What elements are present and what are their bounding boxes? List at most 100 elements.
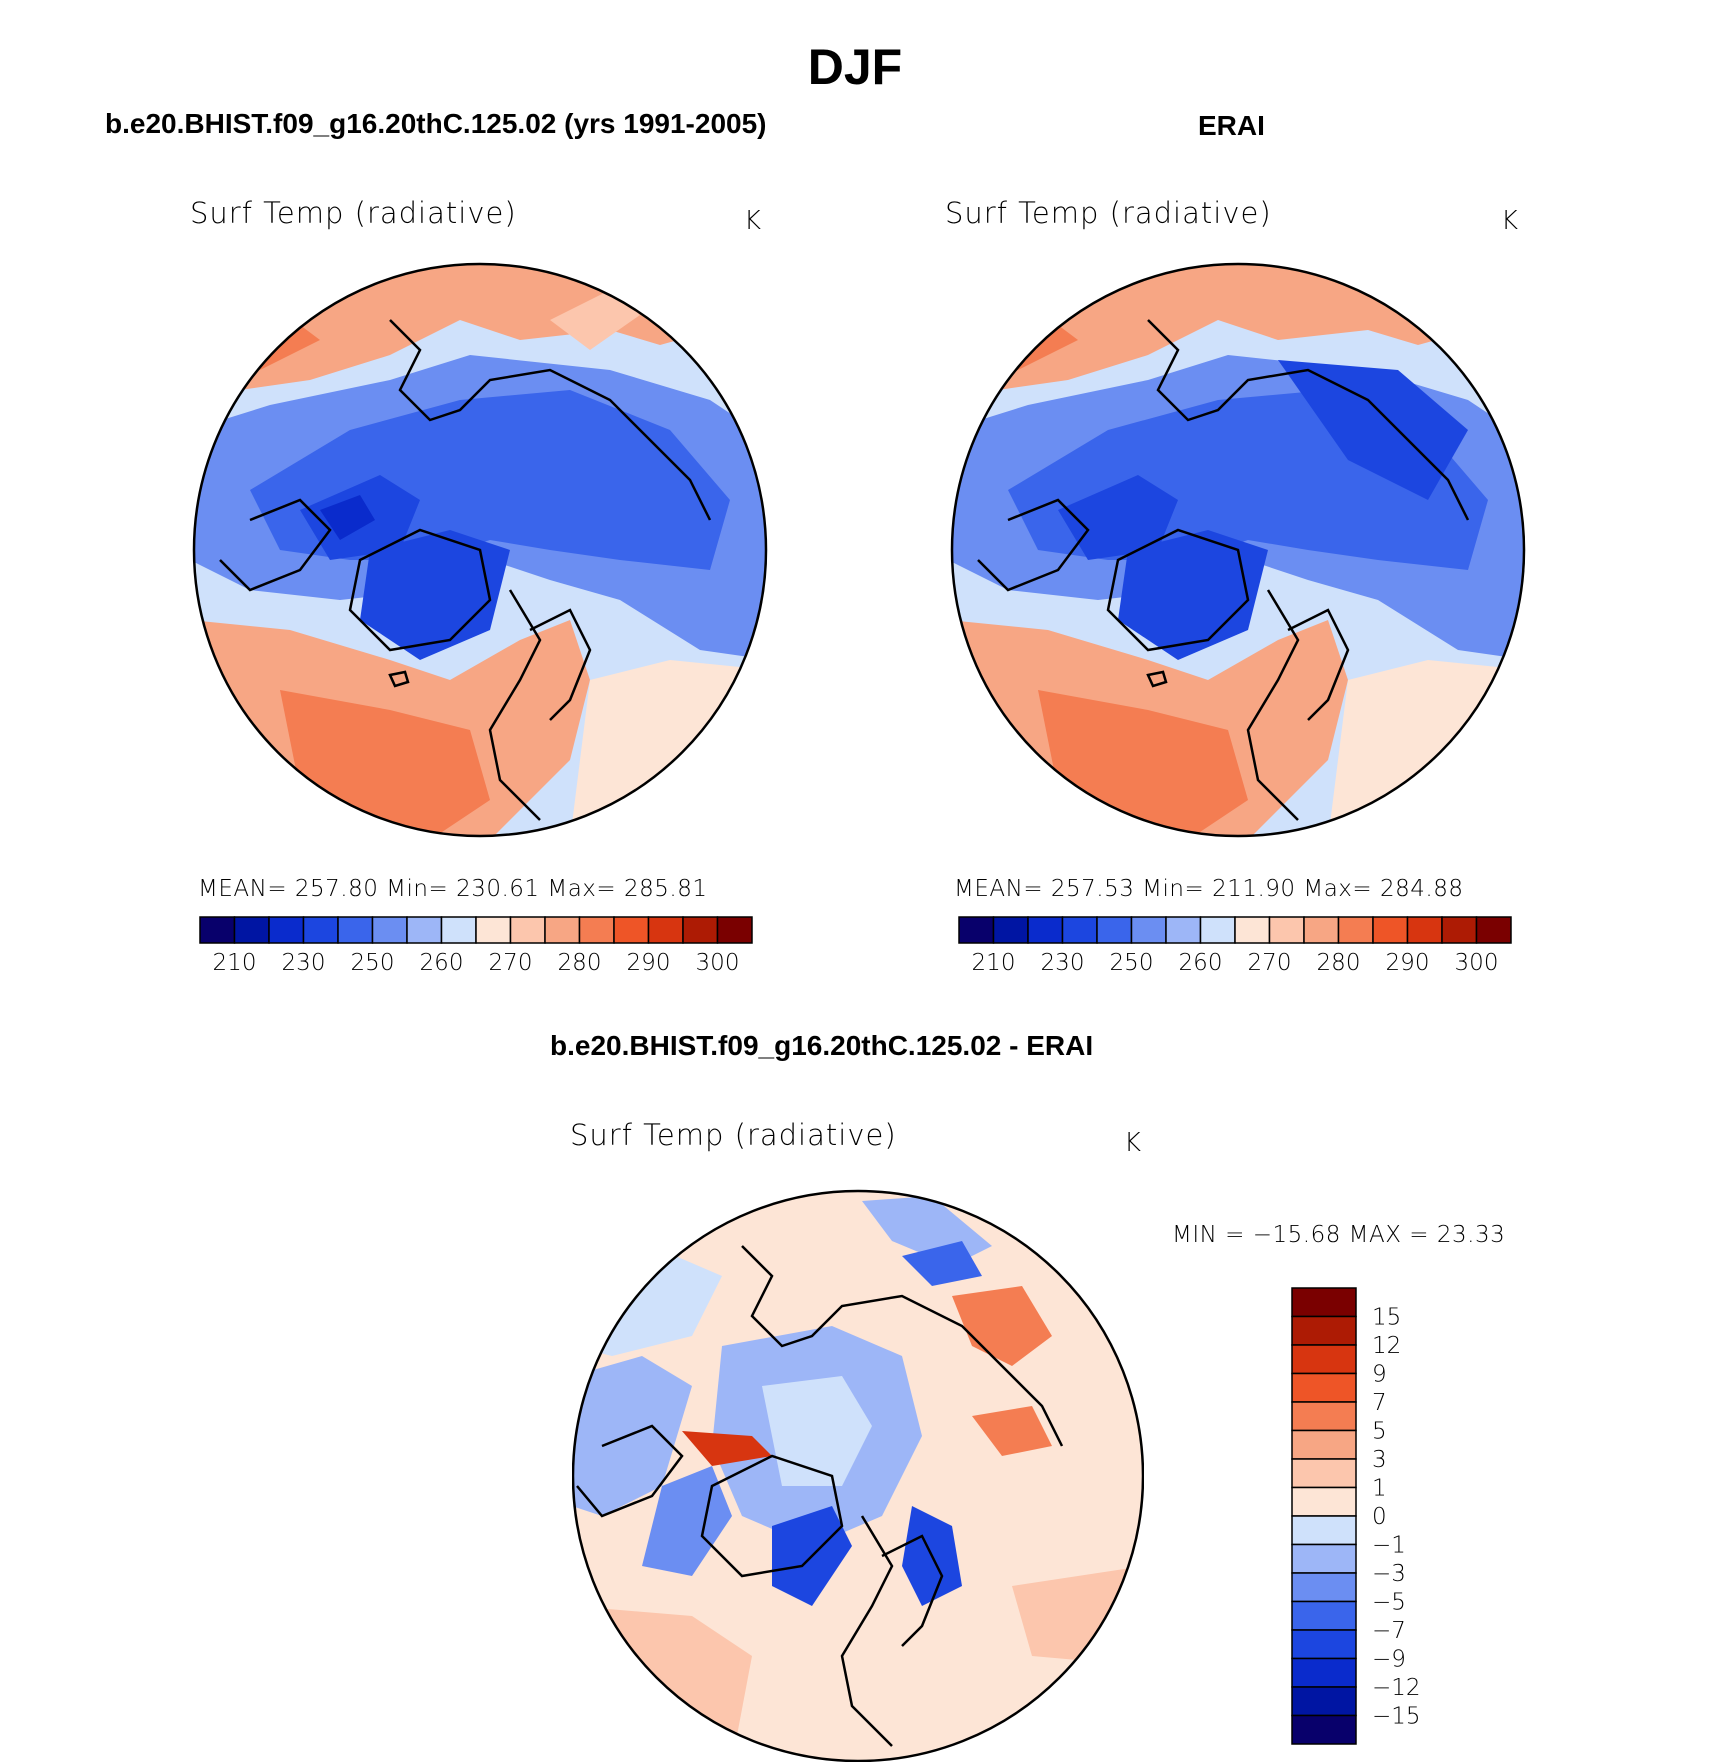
diff-polar-map <box>572 1189 1144 1762</box>
greenland-coastline <box>348 528 492 652</box>
colorbar-box <box>1291 1315 1357 1346</box>
colorbar-box <box>371 916 408 944</box>
colorbar-box <box>613 916 650 944</box>
colorbar-box <box>509 916 546 944</box>
diff-stats-label: MIN = −15.68 MAX = 23.33 <box>1172 1222 1506 1248</box>
colorbar-box <box>1291 1543 1357 1574</box>
colorbar-tick-label: −1 <box>1372 1533 1406 1559</box>
colorbar-box <box>1130 916 1167 944</box>
colorbar-tick-label: −5 <box>1372 1590 1406 1616</box>
colorbar-box <box>1291 1714 1357 1745</box>
colorbar-box <box>958 916 995 944</box>
colorbar-box <box>1406 916 1443 944</box>
colorbar-tick-label: −15 <box>1372 1704 1421 1730</box>
colorbar-tick-label: 12 <box>1372 1333 1401 1359</box>
colorbar-box <box>1165 916 1202 944</box>
colorbar-box <box>475 916 512 944</box>
obs-colorbar: 210 230 250 260 270 280 290 300 <box>958 916 1512 975</box>
diff-units-label: K <box>1124 1128 1142 1158</box>
colorbar-box <box>337 916 374 944</box>
siberia-cold-core <box>1278 360 1468 500</box>
colorbar-box <box>1372 916 1409 944</box>
colorbar-tick-label: 15 <box>1372 1305 1401 1331</box>
siberia-warm-anomaly <box>952 1286 1052 1366</box>
colorbar-tick-label: 260 <box>1179 950 1223 975</box>
colorbar-tick-label: 1 <box>1372 1476 1387 1502</box>
archipelago-warm-anomaly <box>682 1431 772 1466</box>
colorbar-box <box>1337 916 1374 944</box>
colorbar-box <box>682 916 719 944</box>
colorbar-tick-label: 300 <box>1455 950 1499 975</box>
obs-stats-label: MEAN= 257.53 Min= 211.90 Max= 284.88 <box>954 876 1464 902</box>
colorbar-tick-label: 250 <box>1110 950 1154 975</box>
iceland-coastline <box>388 670 410 688</box>
model-colorbar: 210 230 250 260 270 280 290 300 <box>199 916 753 975</box>
colorbar-box <box>1291 1287 1357 1318</box>
map-boundary-circle <box>950 262 1526 838</box>
colorbar-tick-label: −7 <box>1372 1618 1406 1644</box>
colorbar-tick-label: 3 <box>1372 1447 1387 1473</box>
greenland-coastline <box>1106 528 1250 652</box>
colorbar-tick-label: 280 <box>1317 950 1361 975</box>
obs-variable-title: Surf Temp (radiative) <box>945 196 1272 230</box>
colorbar-tick-label: 7 <box>1372 1390 1387 1416</box>
diff-variable-title: Surf Temp (radiative) <box>570 1118 897 1152</box>
colorbar-tick-label: 300 <box>696 950 740 975</box>
colorbar-box <box>1096 916 1133 944</box>
colorbar-box <box>199 916 236 944</box>
colorbar-box <box>992 916 1029 944</box>
model-units-label: K <box>744 206 762 236</box>
colorbar-box <box>1303 916 1340 944</box>
colorbar-box <box>1291 1486 1357 1517</box>
colorbar-box <box>1199 916 1236 944</box>
colorbar-box <box>1475 916 1512 944</box>
colorbar-box <box>544 916 581 944</box>
colorbar-box <box>1268 916 1305 944</box>
colorbar-box <box>1291 1458 1357 1489</box>
colorbar-box <box>1291 1401 1357 1432</box>
greenland-coastline <box>700 1454 844 1578</box>
greenland-cold <box>1118 530 1268 660</box>
colorbar-box <box>578 916 615 944</box>
colorbar-tick-label: 270 <box>1248 950 1292 975</box>
europe-mild-region <box>570 660 766 836</box>
map-boundary-circle <box>192 262 768 838</box>
obs-case-title: ERAI <box>1198 110 1265 141</box>
colorbar-tick-label: 290 <box>1386 950 1430 975</box>
colorbar-box <box>1291 1657 1357 1688</box>
colorbar-tick-label: 210 <box>972 950 1016 975</box>
colorbar-tick-label: −3 <box>1372 1561 1406 1587</box>
colorbar-box <box>1234 916 1271 944</box>
obs-polar-map <box>950 262 1526 838</box>
model-polar-map <box>192 262 768 838</box>
colorbar-tick-label: 210 <box>213 950 257 975</box>
greenland-cold <box>360 530 510 660</box>
colorbar-box <box>1441 916 1478 944</box>
colorbar-box <box>1291 1686 1357 1717</box>
colorbar-tick-label: −9 <box>1372 1647 1406 1673</box>
colorbar-tick-label: 230 <box>1041 950 1085 975</box>
colorbar-box <box>233 916 270 944</box>
map-boundary-circle <box>572 1189 1144 1762</box>
colorbar-box <box>1291 1515 1357 1546</box>
colorbar-tick-label: 0 <box>1372 1504 1387 1530</box>
colorbar-tick-label: 280 <box>558 950 602 975</box>
colorbar-tick-label: −12 <box>1372 1675 1421 1701</box>
colorbar-box <box>1027 916 1064 944</box>
colorbar-box <box>1061 916 1098 944</box>
europe-mild-region <box>1328 660 1524 836</box>
colorbar-tick-label: 5 <box>1372 1419 1387 1445</box>
colorbar-box <box>1291 1344 1357 1375</box>
main-title: DJF <box>807 39 903 95</box>
model-variable-title: Surf Temp (radiative) <box>190 196 517 230</box>
colorbar-tick-label: 230 <box>282 950 326 975</box>
colorbar-box <box>302 916 339 944</box>
colorbar-box <box>1291 1629 1357 1660</box>
colorbar-box <box>406 916 443 944</box>
colorbar-tick-label: 250 <box>351 950 395 975</box>
colorbar-tick-label: 9 <box>1372 1362 1387 1388</box>
model-stats-label: MEAN= 257.80 Min= 230.61 Max= 285.81 <box>198 876 708 902</box>
iceland-coastline <box>1146 670 1168 688</box>
colorbar-box <box>716 916 753 944</box>
